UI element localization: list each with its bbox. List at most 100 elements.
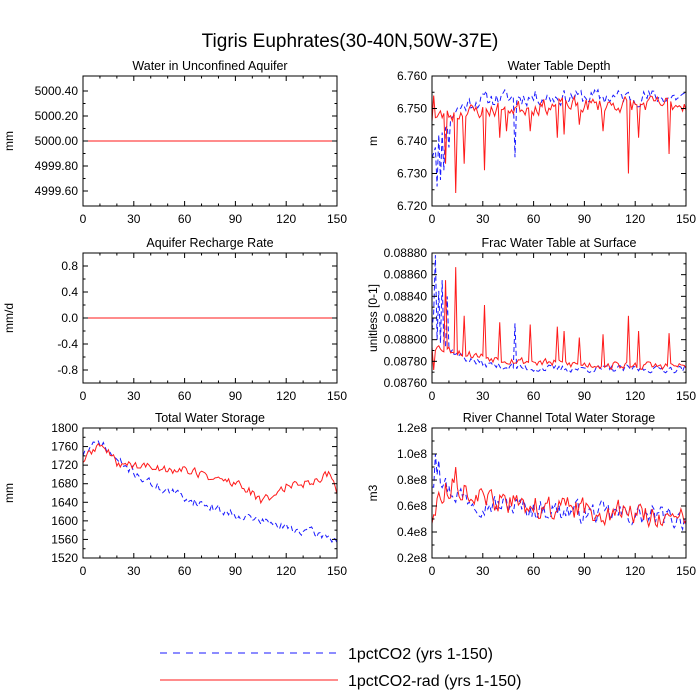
panel-title: Total Water Storage xyxy=(155,411,265,425)
x-tick-label: 60 xyxy=(178,389,192,403)
x-tick-label: 150 xyxy=(327,212,347,226)
x-tick-label: 150 xyxy=(327,564,347,578)
x-tick-label: 90 xyxy=(578,389,592,403)
y-tick-label: 0.08800 xyxy=(384,333,428,347)
x-tick-label: 0 xyxy=(429,212,436,226)
x-tick-label: 120 xyxy=(276,389,296,403)
y-tick-label: 6.730 xyxy=(397,167,427,181)
y-tick-label: -0.8 xyxy=(57,363,78,377)
series-line-1pctco2-rad xyxy=(432,466,686,529)
x-tick-label: 30 xyxy=(476,389,490,403)
panel-title: Water Table Depth xyxy=(508,59,611,73)
x-tick-label: 150 xyxy=(676,564,696,578)
y-tick-label: 5000.40 xyxy=(35,84,79,98)
x-tick-label: 30 xyxy=(127,389,141,403)
plot-frame xyxy=(431,427,687,559)
panel-title: River Channel Total Water Storage xyxy=(463,411,656,425)
x-tick-label: 0 xyxy=(80,389,87,403)
x-tick-label: 150 xyxy=(676,212,696,226)
panel-1: 0 30 60 90 120 150 4999.60 4999.80 5000.00 5000.2… xyxy=(2,59,347,226)
x-tick-label: 30 xyxy=(476,564,490,578)
panel-3: 0 30 60 90 120 150 -0.8 -0.4 0.0 0.4 0.8 Aquifer Re… xyxy=(2,236,347,403)
y-axis-label: m3 xyxy=(366,484,380,501)
y-axis-label: m xyxy=(366,136,380,146)
y-tick-label: 1680 xyxy=(51,477,78,491)
x-tick-label: 120 xyxy=(625,212,645,226)
x-tick-label: 120 xyxy=(625,564,645,578)
x-tick-label: 30 xyxy=(127,564,141,578)
x-tick-label: 60 xyxy=(178,212,192,226)
x-tick-label: 90 xyxy=(578,564,592,578)
y-tick-label: 0.8 xyxy=(61,259,78,273)
y-tick-label: 0.4e8 xyxy=(397,525,427,539)
x-tick-label: 30 xyxy=(476,212,490,226)
plot-frame xyxy=(82,427,338,559)
series-line-1pctco2 xyxy=(83,440,337,544)
y-tick-label: 0.08840 xyxy=(384,289,428,303)
y-tick-label: 1760 xyxy=(51,440,78,454)
x-tick-label: 120 xyxy=(625,389,645,403)
y-tick-label: 1.2e8 xyxy=(397,421,427,435)
plot-frame xyxy=(431,252,687,384)
y-axis-label: mm/d xyxy=(2,303,16,333)
x-tick-label: 60 xyxy=(527,564,541,578)
x-tick-label: 0 xyxy=(429,389,436,403)
y-tick-label: 1520 xyxy=(51,551,78,565)
y-tick-label: 4999.80 xyxy=(35,159,79,173)
x-tick-label: 60 xyxy=(527,389,541,403)
y-tick-label: 6.740 xyxy=(397,134,427,148)
legend-label-1pctco2-rad: 1pctCO2-rad (yrs 1-150) xyxy=(348,673,521,690)
y-tick-label: 0.08780 xyxy=(384,354,428,368)
y-tick-label: 0.6e8 xyxy=(397,499,427,513)
y-axis-label: mm xyxy=(2,131,16,151)
series-line-1pctco2-rad xyxy=(83,442,337,505)
series-line-1pctco2-rad xyxy=(432,95,686,194)
x-tick-label: 0 xyxy=(80,212,87,226)
y-tick-label: 0.0 xyxy=(61,311,78,325)
panel-6: 0 30 60 90 120 150 0.2e8 0.4e8 0.6e8 0.8e8 1.0e8 1.… xyxy=(366,411,696,578)
x-tick-label: 90 xyxy=(229,389,243,403)
y-tick-label: 0.08880 xyxy=(384,246,428,260)
y-tick-label: 0.08820 xyxy=(384,311,428,325)
x-tick-label: 90 xyxy=(578,212,592,226)
series-line-1pctco2-rad xyxy=(432,267,686,371)
y-tick-label: 0.8e8 xyxy=(397,473,427,487)
y-tick-label: 5000.00 xyxy=(35,134,79,148)
x-tick-label: 150 xyxy=(676,389,696,403)
y-tick-label: 6.760 xyxy=(397,69,427,83)
x-tick-label: 120 xyxy=(276,212,296,226)
y-tick-label: 1800 xyxy=(51,421,78,435)
y-tick-label: 1720 xyxy=(51,458,78,472)
y-tick-label: -0.4 xyxy=(57,337,78,351)
y-tick-label: 0.4 xyxy=(61,285,78,299)
y-axis-label: mm xyxy=(2,483,16,503)
x-tick-label: 0 xyxy=(80,564,87,578)
series-line-1pctco2 xyxy=(432,453,686,532)
x-tick-label: 60 xyxy=(178,564,192,578)
y-tick-label: 1560 xyxy=(51,532,78,546)
series-line-1pctco2 xyxy=(432,88,686,187)
panel-title: Aquifer Recharge Rate xyxy=(146,236,273,250)
y-tick-label: 5000.20 xyxy=(35,109,79,123)
panel-title: Water in Unconfined Aquifer xyxy=(132,59,287,73)
y-tick-label: 4999.60 xyxy=(35,184,79,198)
y-tick-label: 0.08860 xyxy=(384,268,428,282)
y-tick-label: 6.750 xyxy=(397,102,427,116)
y-tick-label: 0.2e8 xyxy=(397,551,427,565)
y-tick-label: 6.720 xyxy=(397,199,427,213)
panel-title: Frac Water Table at Surface xyxy=(482,236,637,250)
legend: 1pctCO2 (yrs 1-150) 1pctCO2-rad (yrs 1-1… xyxy=(160,646,521,690)
x-tick-label: 30 xyxy=(127,212,141,226)
x-tick-label: 120 xyxy=(276,564,296,578)
x-tick-label: 90 xyxy=(229,212,243,226)
panels: 0 30 60 90 120 150 4999.60 4999.80 5000.00 5000.2… xyxy=(2,59,696,578)
y-axis-label: unitless [0-1] xyxy=(366,284,380,352)
x-tick-label: 150 xyxy=(327,389,347,403)
y-tick-label: 0.08760 xyxy=(384,376,428,390)
panel-4: 0 30 60 90 120 150 0.08760 0.08780 0.08800 0.0882… xyxy=(366,236,696,403)
x-tick-label: 0 xyxy=(429,564,436,578)
figure-title: Tigris Euphrates(30-40N,50W-37E) xyxy=(202,31,499,52)
legend-label-1pctco2: 1pctCO2 (yrs 1-150) xyxy=(348,646,493,663)
x-tick-label: 90 xyxy=(229,564,243,578)
